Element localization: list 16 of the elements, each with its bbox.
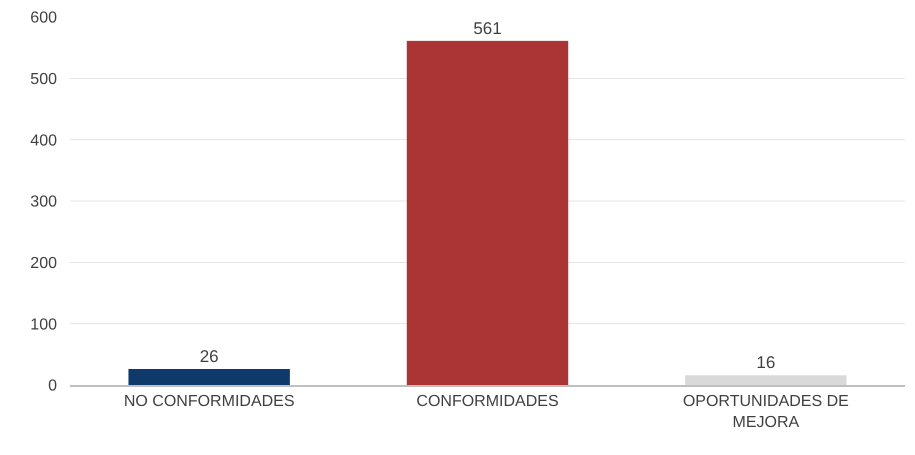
y-tick-label: 0: [48, 378, 58, 395]
y-tick-label: 400: [30, 132, 58, 150]
x-tick-label: OPORTUNIDADES DE MEJORA: [682, 392, 849, 431]
bar: [128, 369, 290, 385]
bar: [685, 375, 847, 385]
x-tick-label: CONFORMIDADES: [416, 392, 559, 410]
bar: [406, 40, 568, 385]
y-tick-label: 600: [30, 10, 58, 27]
y-tick-label: 200: [30, 254, 58, 272]
data-label: 561: [473, 18, 502, 38]
y-tick-label: 300: [30, 194, 58, 211]
data-label: 26: [200, 347, 219, 366]
data-label: 16: [756, 353, 776, 372]
y-tick-label: 500: [30, 70, 58, 88]
y-tick-label: 100: [30, 316, 58, 334]
x-tick-label: NO CONFORMIDADES: [124, 392, 295, 410]
